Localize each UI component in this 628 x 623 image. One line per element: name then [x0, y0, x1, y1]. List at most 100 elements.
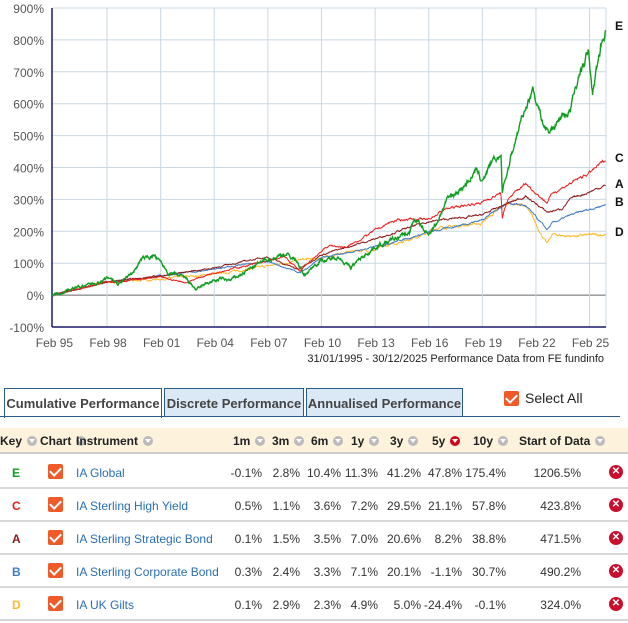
value-m3: 1.5%	[272, 532, 300, 546]
chart-checkbox[interactable]	[48, 530, 63, 545]
header-key[interactable]: Key	[0, 434, 38, 448]
header-1m[interactable]: 1m	[233, 434, 266, 448]
value-m1: 0.3%	[234, 565, 262, 579]
table-row: E IA Global -0.1% 2.8% 10.4% 11.3% 41.2% 47.8%…	[0, 456, 628, 489]
sort-icon[interactable]	[255, 436, 266, 446]
header-label: 3y	[390, 434, 404, 448]
value-y10: 175.4%	[465, 466, 506, 480]
x-tick-label: Feb 07	[250, 336, 288, 350]
value-y1: 11.3%	[344, 466, 378, 480]
sort-icon[interactable]	[27, 436, 38, 446]
value-m6: 10.4%	[306, 466, 341, 480]
header-1y[interactable]: 1y	[351, 434, 380, 448]
series-key: C	[12, 499, 21, 513]
sort-icon[interactable]	[294, 436, 305, 446]
sort-icon[interactable]	[369, 436, 380, 446]
x-tick-label: Feb 19	[465, 336, 503, 350]
header-label: 5y	[432, 434, 446, 448]
value-y5: 21.1%	[427, 499, 462, 513]
sort-icon[interactable]	[76, 436, 87, 446]
tab-cumulative-performance[interactable]: Cumulative Performance	[4, 388, 162, 418]
header-5y[interactable]: 5y	[432, 434, 461, 448]
instrument-link[interactable]: IA Sterling Corporate Bond	[76, 565, 219, 579]
value-y5: -1.1%	[430, 565, 462, 579]
series-key: D	[12, 598, 21, 612]
header-6m[interactable]: 6m	[311, 434, 344, 448]
value-y3: 20.6%	[386, 532, 421, 546]
header-label: 10y	[473, 434, 494, 448]
x-tick-label: Feb 25	[572, 336, 610, 350]
instrument-link[interactable]: IA Global	[76, 466, 125, 480]
value-y3: 29.5%	[386, 499, 421, 513]
header-3y[interactable]: 3y	[390, 434, 419, 448]
value-y1: 4.9%	[350, 598, 378, 612]
header-label: 1y	[351, 434, 365, 448]
y-tick-label: 200%	[13, 225, 44, 239]
value-y3: 20.1%	[386, 565, 421, 579]
chart-checkbox[interactable]	[48, 464, 63, 479]
select-all-label: Select All	[525, 390, 583, 406]
value-y1: 7.0%	[350, 532, 378, 546]
y-tick-label: 700%	[13, 66, 44, 80]
value-y5: 47.8%	[427, 466, 462, 480]
chart-checkbox[interactable]	[48, 596, 63, 611]
y-tick-label: 500%	[13, 130, 44, 144]
instrument-link[interactable]: IA Sterling Strategic Bond	[76, 532, 213, 546]
series-line-A	[51, 184, 606, 296]
header-label: 1m	[233, 434, 251, 448]
checkbox-checked-icon[interactable]	[504, 390, 519, 406]
value-m6: 3.5%	[313, 532, 341, 546]
select-all-checkbox[interactable]: Select All	[504, 390, 583, 406]
value-y5: -24.4%	[423, 598, 462, 612]
tab-discrete-performance[interactable]: Discrete Performance	[164, 388, 304, 417]
sort-icon[interactable]	[595, 436, 606, 446]
tab-annualised-performance[interactable]: Annualised Performance	[306, 388, 463, 417]
value-m3: 2.8%	[272, 466, 300, 480]
value-y10: -0.1%	[474, 598, 506, 612]
series-end-label: A	[615, 177, 624, 191]
series-key: A	[12, 532, 21, 546]
chart-checkbox[interactable]	[48, 497, 63, 512]
chart-caption: 31/01/1995 - 30/12/2025 Performance Data…	[307, 353, 604, 365]
remove-icon[interactable]: ✕	[609, 531, 623, 545]
value-m1: 0.5%	[234, 499, 262, 513]
table-row: B IA Sterling Corporate Bond 0.3% 2.4% 3.3%…	[0, 555, 628, 588]
y-tick-label: 600%	[13, 98, 44, 112]
series-line-C	[51, 159, 606, 296]
table-header: Key Chart Instrument 1m 3m 6m 1y 3y 5y 1…	[0, 428, 628, 454]
series-end-label: E	[615, 19, 623, 33]
sort-icon[interactable]	[408, 436, 419, 446]
value-m3: 2.4%	[272, 565, 300, 579]
instrument-link[interactable]: IA UK Gilts	[76, 598, 135, 612]
header-instrument[interactable]: Instrument	[76, 434, 154, 448]
sort-icon[interactable]	[333, 436, 344, 446]
chart-checkbox[interactable]	[48, 563, 63, 578]
sort-icon[interactable]	[143, 436, 154, 446]
sort-active-icon[interactable]	[450, 436, 461, 446]
value-m1: 0.1%	[234, 532, 262, 546]
tab-divider	[0, 416, 620, 417]
header-chart[interactable]: Chart	[40, 434, 87, 448]
series-key: B	[12, 565, 21, 579]
x-tick-label: Feb 01	[143, 336, 181, 350]
header-10y[interactable]: 10y	[473, 434, 509, 448]
series-line-D	[51, 202, 606, 296]
value-start: 471.5%	[540, 532, 581, 546]
remove-icon[interactable]: ✕	[609, 597, 623, 611]
remove-icon[interactable]: ✕	[609, 498, 623, 512]
value-y5: 8.2%	[434, 532, 462, 546]
remove-icon[interactable]: ✕	[609, 564, 623, 578]
sort-icon[interactable]	[498, 436, 509, 446]
performance-chart: 900% 800% 700% 600% 500% 400% 300% 200% 100% 0% -1…	[9, 2, 624, 365]
x-tick-label: Feb 98	[89, 336, 127, 350]
remove-icon[interactable]: ✕	[609, 465, 623, 479]
y-tick-label: -100%	[9, 321, 44, 335]
x-tick-label: Feb 22	[518, 336, 556, 350]
header-3m[interactable]: 3m	[272, 434, 305, 448]
series-line-E	[51, 30, 607, 297]
value-start: 423.8%	[540, 499, 581, 513]
y-tick-label: 100%	[13, 257, 44, 271]
value-m3: 2.9%	[272, 598, 300, 612]
instrument-link[interactable]: IA Sterling High Yield	[76, 499, 189, 513]
header-start-of-data[interactable]: Start of Data	[519, 434, 606, 448]
